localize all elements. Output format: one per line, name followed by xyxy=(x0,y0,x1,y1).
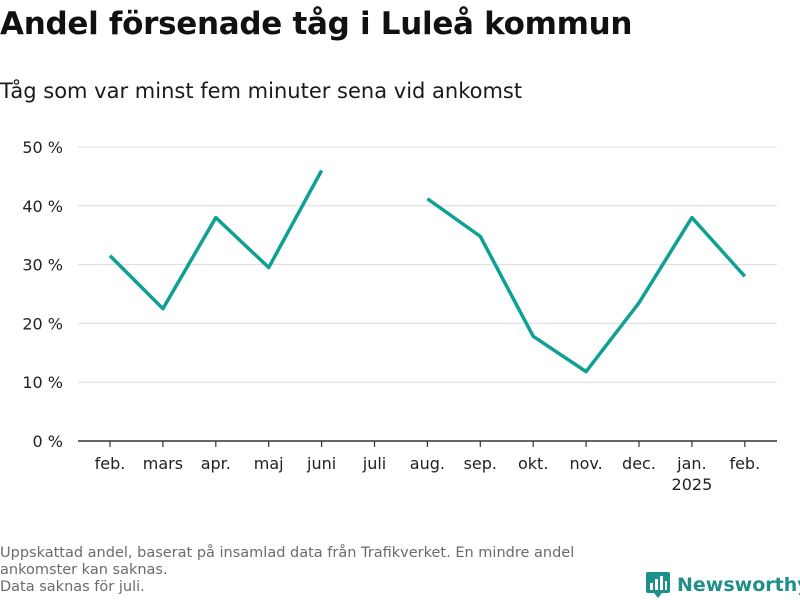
series-line-segment xyxy=(108,169,324,311)
footnote-line: Data saknas för juli. xyxy=(0,579,145,595)
brand-name: Newsworthy xyxy=(677,574,800,596)
y-tick-label: 0 % xyxy=(33,432,63,451)
y-tick-label: 50 % xyxy=(22,138,63,157)
series-line-segment xyxy=(426,197,747,374)
y-axis-ticks: 0 % 10 % 20 % 30 % 40 % 50 % xyxy=(22,138,63,451)
x-tick-label: mars xyxy=(143,454,183,473)
brand-logo: Newsworthy xyxy=(645,570,800,600)
footnote: Uppskattad andel, baserat på insamlad da… xyxy=(0,545,640,596)
footnote-line: Uppskattad andel, baserat på insamlad da… xyxy=(0,545,575,561)
footnote-line: ankomster kan saknas. xyxy=(0,562,168,578)
x-year-label: 2025 xyxy=(672,475,713,494)
x-tick-label: feb. xyxy=(729,454,760,473)
x-tick-label: juli xyxy=(362,454,386,473)
x-tick-label: nov. xyxy=(569,454,602,473)
x-tick-label: dec. xyxy=(622,454,656,473)
y-tick-label: 40 % xyxy=(22,197,63,216)
x-tick-label: apr. xyxy=(201,454,231,473)
x-tick-label: juni xyxy=(306,454,336,473)
x-tick-label: sep. xyxy=(464,454,497,473)
x-tick-label: jan. xyxy=(676,454,706,473)
newsworthy-logo-icon xyxy=(646,572,670,598)
x-tick-label: maj xyxy=(254,454,284,473)
y-tick-label: 30 % xyxy=(22,256,63,275)
y-tick-label: 20 % xyxy=(22,314,63,333)
x-tick-label: feb. xyxy=(95,454,126,473)
series-lines xyxy=(108,169,747,374)
chart-title: Andel försenade tåg i Luleå kommun xyxy=(0,6,633,42)
y-tick-label: 10 % xyxy=(22,373,63,392)
chart-subtitle: Tåg som var minst fem minuter sena vid a… xyxy=(0,79,523,103)
x-tick-label: aug. xyxy=(410,454,445,473)
x-tick-label: okt. xyxy=(518,454,548,473)
x-axis: feb. mars apr. maj juni juli aug. sep. okt. nov. d… xyxy=(78,440,777,494)
gridlines xyxy=(78,146,777,383)
